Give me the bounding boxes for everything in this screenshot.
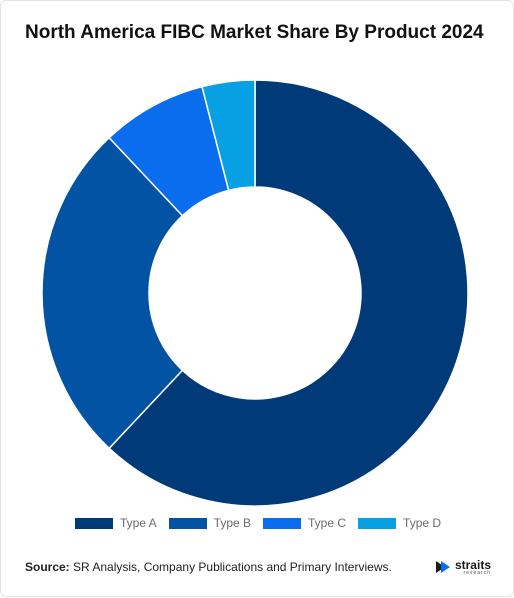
source-label: Source: [25,560,70,574]
source-text: SR Analysis, Company Publications and Pr… [69,560,392,574]
legend-item-type-a: Type A [74,516,157,530]
slice-type-b [41,136,184,450]
footer: Source: SR Analysis, Company Publication… [25,557,491,577]
legend-item-type-b: Type B [168,516,252,530]
legend-swatch-type-a [74,517,113,529]
straits-logo-icon [435,561,450,573]
chart-title: North America FIBC Market Share By Produ… [25,22,484,43]
source-note: Source: SR Analysis, Company Publication… [25,560,392,574]
legend-label-type-d: Type D [403,516,442,530]
legend-label-type-c: Type C [308,516,347,530]
legend-item-type-c: Type C [263,516,346,530]
slice-type-d [201,79,256,192]
chart-legend: Type A Type B Type C Type D [1,516,514,530]
legend-swatch-type-c [263,517,302,529]
legend-item-type-d: Type D [358,516,441,530]
legend-swatch-type-b [168,517,207,529]
slice-type-a [108,79,469,507]
legend-label-type-b: Type B [213,516,252,530]
logo-name: straits [454,557,491,572]
logo-sub: research [463,569,491,576]
legend-swatch-type-d [358,517,397,529]
straits-logo: straits research [434,558,491,576]
legend-label-type-a: Type A [119,516,157,530]
